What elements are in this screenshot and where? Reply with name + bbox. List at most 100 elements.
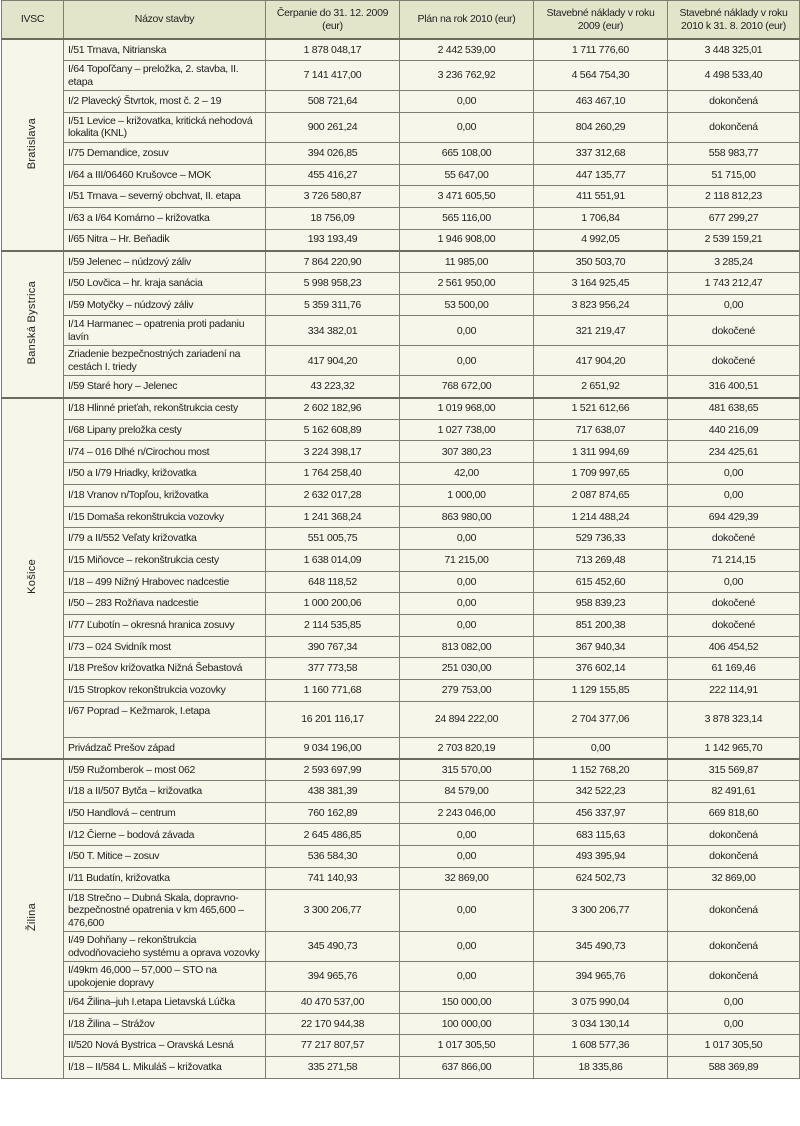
costs-2010-cell: 1 017 305,50 (667, 1034, 800, 1058)
region-cell: Banská Bystrica (1, 249, 64, 399)
costs-2010-cell: 669 818,60 (667, 801, 800, 825)
costs-2009-cell: 376 602,14 (533, 657, 668, 680)
table-row: Zriadenie bezpečnostných zariadení na ce… (2, 345, 800, 377)
spending-2009-cell: 2 645 486,85 (265, 823, 400, 847)
plan-2010-cell: 0,00 (399, 527, 534, 550)
costs-2009-cell: 4 992,05 (533, 228, 668, 252)
header-spending-2009: Čerpanie do 31. 12. 2009 (eur) (265, 0, 400, 40)
project-name-cell: I/59 Ružomberok – most 062 (63, 757, 266, 782)
project-name-cell: I/49km 46,000 – 57,000 – STO na upokojen… (63, 961, 266, 992)
header-ivsc: IVSC (1, 0, 64, 40)
costs-2010-cell: 2 539 159,21 (667, 228, 800, 252)
plan-2010-cell: 55 647,00 (399, 163, 534, 187)
project-name-cell: I/79 a II/552 Veľaty križovatka (63, 527, 266, 550)
spending-2009-cell: 7 864 220,90 (265, 249, 400, 273)
spending-2009-cell: 9 034 196,00 (265, 736, 400, 760)
costs-2010-cell: dokočené (667, 315, 800, 347)
spending-2009-cell: 43 223,32 (265, 375, 400, 399)
project-name-cell: I/50 Lovčica – hr. kraja sanácia (63, 272, 266, 295)
table-row: I/50 Lovčica – hr. kraja sanácia 5 998 95… (2, 272, 800, 295)
construction-costs-table: IVSC Názov stavby Čerpanie do 31. 12. 20… (1, 0, 800, 1079)
table-row: I/49km 46,000 – 57,000 – STO na upokojen… (2, 961, 800, 992)
costs-2009-cell: 1 608 577,36 (533, 1034, 668, 1058)
spending-2009-cell: 193 193,49 (265, 228, 400, 252)
plan-2010-cell: 24 894 222,00 (399, 700, 534, 738)
plan-2010-cell: 1 946 908,00 (399, 228, 534, 252)
costs-2009-cell: 3 034 130,14 (533, 1012, 668, 1036)
project-name-cell: I/77 Ľubotín – okresná hranica zosuvy (63, 613, 266, 637)
spending-2009-cell: 2 114 535,85 (265, 613, 400, 637)
plan-2010-cell: 42,00 (399, 462, 534, 485)
project-name-cell: Privádzač Prešov západ (63, 736, 266, 760)
costs-2010-cell: 481 638,65 (667, 396, 800, 420)
costs-2009-cell: 1 214 488,24 (533, 505, 668, 529)
spending-2009-cell: 335 271,58 (265, 1056, 400, 1079)
costs-2009-cell: 2 087 874,65 (533, 483, 668, 507)
plan-2010-cell: 0,00 (399, 90, 534, 113)
table-row: I/64 a III/06460 Krušovce – MOK 455 416,2… (2, 163, 800, 187)
costs-2010-cell: 234 425,61 (667, 440, 800, 464)
project-name-cell: I/14 Harmanec – opatrenia proti padaniu … (63, 315, 266, 347)
costs-2009-cell: 3 300 206,77 (533, 888, 668, 932)
costs-2010-cell: dokončená (667, 111, 800, 143)
spending-2009-cell: 5 162 608,89 (265, 418, 400, 442)
costs-2009-cell: 18 335,86 (533, 1056, 668, 1079)
costs-2009-cell: 321 219,47 (533, 315, 668, 347)
costs-2009-cell: 851 200,38 (533, 613, 668, 637)
costs-2010-cell: 0,00 (667, 991, 800, 1014)
table-row: I/50 Handlová – centrum 760 162,89 2 243 0… (2, 801, 800, 825)
project-name-cell: I/18 a II/507 Bytča – križovatka (63, 780, 266, 803)
spending-2009-cell: 1 878 048,17 (265, 38, 400, 62)
costs-2009-cell: 493 395,94 (533, 845, 668, 868)
costs-2009-cell: 2 704 377,06 (533, 700, 668, 738)
header-name: Názov stavby (63, 0, 266, 40)
table-row: I/15 Stropkov rekonštrukcia vozovky 1 160… (2, 679, 800, 702)
costs-2010-cell: 1 743 212,47 (667, 272, 800, 295)
spending-2009-cell: 394 965,76 (265, 961, 400, 992)
plan-2010-cell: 768 672,00 (399, 375, 534, 399)
costs-2010-cell: 316 400,51 (667, 375, 800, 399)
table-row: I/64 Topoľčany – preložka, 2. stavba, II… (2, 60, 800, 92)
region-group: Banská Bystrica I/59 Jelenec – núdzový zá… (1, 249, 800, 399)
plan-2010-cell: 0,00 (399, 888, 534, 932)
region-group: Košice I/18 Hlinné prieťah, rekonštrukcia… (1, 396, 800, 760)
costs-2010-cell: 0,00 (667, 293, 800, 317)
plan-2010-cell: 315 570,00 (399, 757, 534, 782)
spending-2009-cell: 40 470 537,00 (265, 991, 400, 1014)
table-row: I/77 Ľubotín – okresná hranica zosuvy 2 1… (2, 613, 800, 637)
costs-2010-cell: dokončená (667, 90, 800, 113)
costs-2009-cell: 683 115,63 (533, 823, 668, 847)
costs-2010-cell: 0,00 (667, 1012, 800, 1036)
costs-2010-cell: dokončená (667, 845, 800, 868)
table-row: I/11 Budatín, križovatka 741 140,93 32 869… (2, 866, 800, 890)
project-name-cell: I/51 Trnava, Nitrianska (63, 38, 266, 62)
table-row: I/18 a II/507 Bytča – križovatka 438 381,… (2, 780, 800, 803)
costs-2009-cell: 3 164 925,45 (533, 272, 668, 295)
table-row: Bratislava I/51 Trnava, Nitrianska 1 878 0… (1, 38, 800, 252)
costs-2010-cell: 694 429,39 (667, 505, 800, 529)
spending-2009-cell: 16 201 116,17 (265, 700, 400, 738)
spending-2009-cell: 77 217 807,57 (265, 1034, 400, 1058)
spending-2009-cell: 3 726 580,87 (265, 185, 400, 208)
project-name-cell: I/50 T. Mitice – zosuv (63, 845, 266, 868)
costs-2009-cell: 342 522,23 (533, 780, 668, 803)
costs-2009-cell: 1 706,84 (533, 206, 668, 230)
costs-2009-cell: 463 467,10 (533, 90, 668, 113)
table-row: I/18 Prešov križovatka Nižná Šebastová 37… (2, 657, 800, 680)
costs-2010-cell: 61 169,46 (667, 657, 800, 680)
table-row: Žilina I/59 Ružomberok – most 062 2 593 69… (1, 757, 800, 1079)
spending-2009-cell: 1 638 014,09 (265, 548, 400, 572)
project-name-cell: I/65 Nitra – Hr. Beňadik (63, 228, 266, 252)
spending-2009-cell: 551 005,75 (265, 527, 400, 550)
spending-2009-cell: 438 381,39 (265, 780, 400, 803)
header-costs-2010: Stavebné náklady v roku 2010 k 31. 8. 20… (667, 0, 800, 40)
costs-2010-cell: 3 448 325,01 (667, 38, 800, 62)
project-name-cell: I/50 Handlová – centrum (63, 801, 266, 825)
region-cell: Žilina (1, 757, 64, 1079)
project-name-cell: I/64 Žilina–juh I.etapa Lietavská Lúčka (63, 991, 266, 1014)
plan-2010-cell: 2 561 950,00 (399, 272, 534, 295)
plan-2010-cell: 251 030,00 (399, 657, 534, 680)
costs-2009-cell: 1 311 994,69 (533, 440, 668, 464)
project-name-cell: I/63 a I/64 Komárno – križovatka (63, 206, 266, 230)
region-label: Košice (26, 559, 39, 594)
